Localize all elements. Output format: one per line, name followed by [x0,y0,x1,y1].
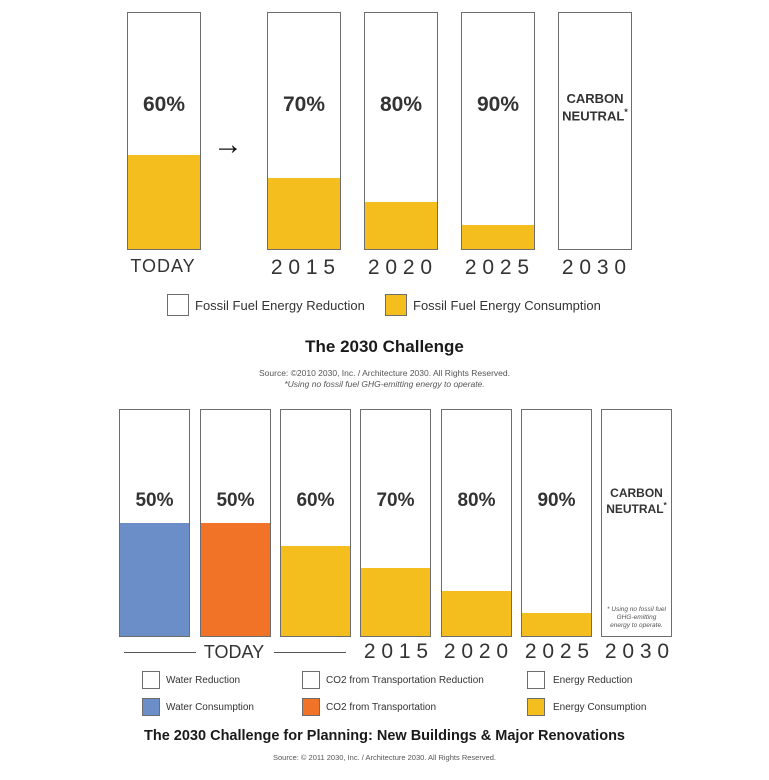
top-bar-4: 90% [461,12,535,250]
legend-swatch-water-reduction [142,671,160,689]
bottom-bar-1: 50% [119,409,190,637]
bottom-bar-5: 80% [441,409,512,637]
top-bar-label-1: 60% [142,93,186,116]
year-label-today-bottom: TODAY [203,642,265,662]
bottom-bar-fill-1 [120,523,189,636]
legend-swatch-water-consumption [142,698,160,716]
bottom-bar-label-2: 50% [216,490,255,511]
bottom-bar-label-4: 70% [376,490,415,511]
year-label-2030-bottom: 2 0 3 0 [604,640,670,663]
bottom-carbon-note: * Using no fossil fuel GHG-emitting ener… [607,605,666,629]
top-bar-label-4: 90% [476,93,520,116]
top-bar-1: 60% [127,12,201,250]
bottom-carbon-star: * [663,500,667,511]
today-bracket-right-line [274,652,346,653]
year-label-today: TODAY [130,256,196,276]
bottom-bar-2: 50% [200,409,271,637]
bottom-bar-4: 70% [360,409,431,637]
top-carbon-star: * [624,106,628,117]
top-bar-fill-4 [462,225,534,249]
year-label-2025-bottom: 2 0 2 5 [524,640,590,663]
top-bar-3: 80% [364,12,438,250]
year-label-2020-bottom: 2 0 2 0 [443,640,509,663]
bottom-bar-fill-3 [281,545,350,636]
arrow-icon: → [213,128,243,161]
year-label-2015-bottom: 2 0 1 5 [363,640,429,663]
legend-label-co2-reduction: CO2 from Transportation Reduction [326,675,484,686]
top-bar-label-2: 70% [282,93,326,116]
top-carbon-line-2: NEUTRAL* [562,106,628,123]
year-label-2025: 2 0 2 5 [464,256,530,279]
bottom-source: Source: © 2011 2030, Inc. / Architecture… [272,753,496,762]
top-bar-fill-3 [365,201,437,249]
legend-label-water-consumption: Water Consumption [166,702,254,713]
legend-label-co2-consumption: CO2 from Transportation [326,702,437,713]
legend-label-consumption: Fossil Fuel Energy Consumption [413,298,601,313]
year-label-2020: 2 0 2 0 [367,256,433,279]
legend-swatch-consumption [385,294,407,316]
top-bar-fill-2 [268,178,340,249]
legend-label-reduction: Fossil Fuel Energy Reduction [195,298,365,313]
bottom-carbon-line-2: NEUTRAL* [606,500,667,517]
bottom-bar-fill-6 [522,613,591,636]
legend-swatch-energy-consumption [527,698,545,716]
bottom-bar-fill-2 [201,523,270,636]
legend-swatch-reduction [167,294,189,316]
top-bar-fill-1 [128,154,200,249]
bottom-bar-7: CARBON NEUTRAL* * Using no fossil fuel GHG… [601,409,672,637]
top-bar-label-3: 80% [379,93,423,116]
bottom-carbon-line-1: CARBON [610,486,663,500]
bottom-bar-label-6: 90% [537,490,576,511]
legend-label-water-reduction: Water Reduction [166,675,241,686]
bottom-bar-6: 90% [521,409,592,637]
year-label-2015: 2 0 1 5 [270,256,336,279]
bottom-bar-label-5: 80% [457,490,496,511]
top-bar-2: 70% [267,12,341,250]
legend-swatch-co2-reduction [302,671,320,689]
top-carbon-line-1: CARBON [566,91,624,106]
bottom-bar-label-1: 50% [135,490,174,511]
legend-label-energy-consumption: Energy Consumption [553,702,647,713]
bottom-bar-fill-5 [442,590,511,636]
top-carbon-neutral-label: CARBON NEUTRAL* [559,91,631,124]
today-bracket-left-line [124,652,196,653]
bottom-carbon-neutral-label: CARBON NEUTRAL* [602,486,671,517]
top-bar-5: CARBON NEUTRAL* [558,12,632,250]
legend-swatch-co2-consumption [302,698,320,716]
legend-swatch-energy-reduction [527,671,545,689]
top-footnote: *Using no fossil fuel GHG-emitting energ… [284,379,485,389]
bottom-bar-label-3: 60% [296,490,335,511]
legend-label-energy-reduction: Energy Reduction [553,675,633,686]
top-chart-title: The 2030 Challenge [305,337,464,356]
bottom-chart-title: The 2030 Challenge for Planning: New Bui… [144,728,625,744]
bottom-bar-3: 60% [280,409,351,637]
bottom-bar-fill-4 [361,568,430,636]
year-label-2030: 2 0 3 0 [561,256,627,279]
top-source: Source: ©2010 2030, Inc. / Architecture … [258,368,510,378]
